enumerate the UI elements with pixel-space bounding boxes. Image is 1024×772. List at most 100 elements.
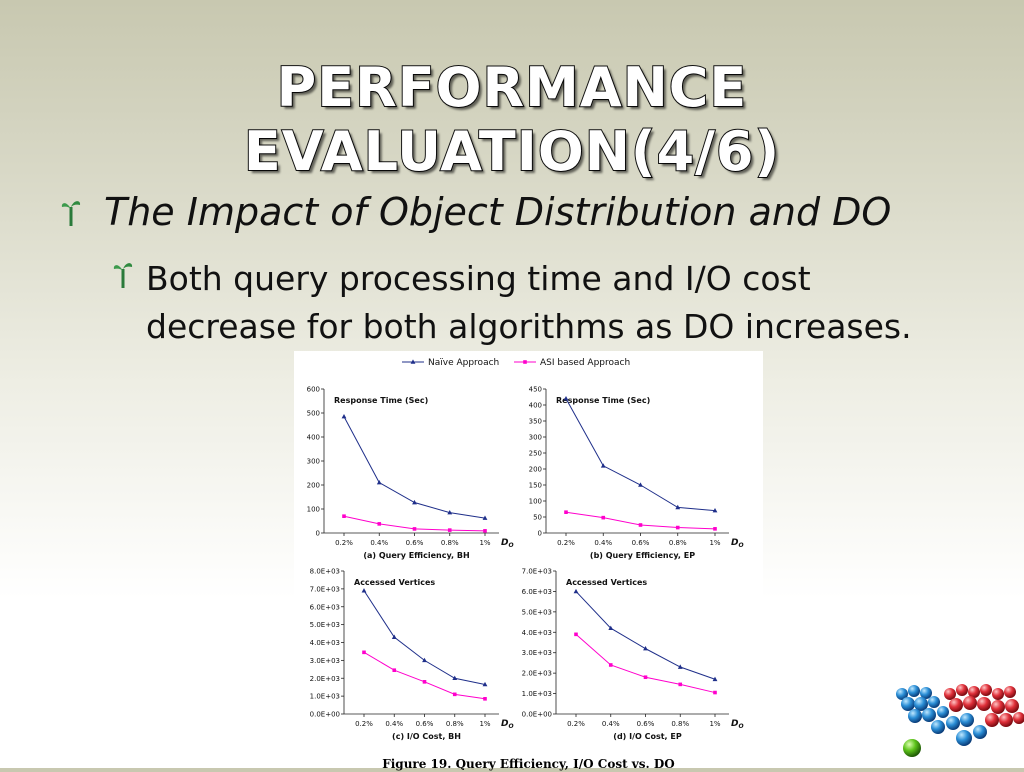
data-point [452, 692, 457, 697]
data-point [422, 657, 427, 663]
data-point [601, 515, 606, 520]
title-line-1: PERFORMANCE [276, 55, 748, 120]
sphere-cluster [896, 684, 1024, 757]
chart-subtitle: (c) I/O Cost, BH [392, 732, 461, 741]
y-tick-label: 1.0E+03 [522, 690, 552, 698]
data-point [482, 515, 488, 520]
data-point [675, 504, 681, 510]
bullet-level-2: Both query processing time and I/O cost … [146, 255, 1024, 351]
y-tick-label: 300 [529, 434, 542, 442]
data-point [447, 528, 452, 532]
y-tick-label: 2.0E+03 [522, 670, 552, 678]
y-tick-label: 450 [529, 386, 542, 394]
x-tick-label: 0.8% [669, 539, 687, 547]
data-point [608, 625, 614, 630]
y-tick-label: 4.0E+03 [522, 629, 552, 637]
x-tick-label: 0.2% [355, 720, 373, 728]
data-point [483, 697, 487, 701]
chart-title: Response Time (Sec) [556, 396, 650, 405]
legend-label: Naïve Approach [428, 358, 499, 368]
data-point [712, 676, 718, 682]
y-tick-label: 300 [307, 458, 320, 466]
y-tick-label: 7.0E+03 [310, 585, 340, 593]
data-point [452, 675, 458, 681]
y-tick-label: 6.0E+03 [522, 588, 552, 596]
y-tick-label: 0 [316, 530, 320, 538]
y-tick-label: 200 [307, 482, 320, 490]
chart-panel-2: 0 50 100 150 200 250 300 350 400 450 0.2% 0.4% 0.6% 0… [529, 386, 744, 561]
x-tick-label: 0.8% [441, 539, 459, 547]
y-tick-label: 600 [307, 386, 320, 394]
data-point [564, 510, 568, 514]
data-point [643, 675, 648, 680]
chart-panel-3: 0.0E+00 1.0E+03 2.0E+03 3.0E+03 4.0E+03 5.0E+… [310, 568, 514, 742]
x-tick-label: 0.6% [632, 539, 650, 547]
legend-marker [410, 359, 416, 364]
legend-marker [523, 360, 527, 364]
y-tick-label: 8.0E+03 [310, 568, 340, 576]
data-point [422, 680, 427, 684]
y-tick-label: 0 [538, 530, 542, 538]
x-tick-label: 1% [709, 539, 720, 547]
y-tick-label: 1.0E+03 [310, 693, 340, 701]
x-tick-label: 1% [709, 720, 720, 728]
slide-title: PERFORMANCE EVALUATION(4/6) [0, 55, 1024, 184]
data-point [377, 522, 382, 526]
legend-label: ASI based Approach [540, 358, 630, 368]
y-tick-label: 400 [529, 402, 542, 410]
x-axis-label: DO [731, 719, 744, 730]
bullet-level-2-line-2: decrease for both algorithms as DO incre… [146, 307, 912, 346]
data-point [677, 664, 683, 669]
data-point [713, 690, 717, 695]
data-point [643, 646, 648, 651]
data-point [483, 529, 487, 533]
decorative-spheres-image [896, 684, 1024, 757]
data-point [447, 510, 453, 515]
x-tick-label: 0.4% [385, 720, 403, 728]
chart-subtitle: (a) Query Efficiency, BH [363, 551, 469, 560]
series-line [575, 633, 716, 694]
y-tick-label: 3.0E+03 [522, 649, 552, 657]
y-tick-label: 3.0E+03 [310, 657, 340, 665]
data-point [482, 681, 488, 687]
bullet-level-2-line-1: Both query processing time and I/O cost [146, 259, 811, 298]
sprout-subbullet-icon [113, 263, 133, 288]
x-tick-label: 0.2% [567, 720, 585, 728]
y-tick-label: 400 [307, 434, 320, 442]
data-point [574, 632, 578, 637]
data-point [342, 514, 346, 518]
data-point [713, 527, 717, 531]
x-axis-label: DO [731, 538, 744, 549]
series-line [363, 590, 486, 685]
y-tick-label: 5.0E+03 [522, 608, 552, 616]
data-point [341, 414, 347, 419]
chart-title: Response Time (Sec) [334, 396, 428, 405]
figure-panel: Naïve Approach ASI based Approach 0 100 200 3… [294, 351, 763, 768]
sprout-bullet-icon [61, 201, 81, 226]
x-tick-label: 0.8% [671, 720, 689, 728]
bullet-level-1: The Impact of Object Distribution and DO [104, 190, 892, 234]
figure-svg: Naïve Approach ASI based Approach 0 100 200 3… [307, 358, 744, 742]
y-tick-label: 250 [529, 450, 542, 458]
data-point [563, 396, 569, 401]
y-tick-label: 150 [529, 482, 542, 490]
data-point [391, 634, 397, 639]
x-tick-label: 0.6% [416, 720, 434, 728]
y-tick-label: 50 [533, 514, 542, 522]
y-tick-label: 5.0E+03 [310, 621, 340, 629]
figure-caption: Figure 19. Query Efficiency, I/O Cost vs… [382, 757, 675, 771]
data-point [573, 588, 579, 594]
data-point [608, 663, 613, 667]
x-axis-label: DO [501, 538, 514, 549]
data-point [712, 508, 718, 513]
x-tick-label: 0.2% [335, 539, 353, 547]
chart-subtitle: (d) I/O Cost, EP [613, 732, 682, 741]
series-line [575, 591, 716, 680]
data-point [361, 588, 367, 593]
chart-panel-1: 0 100 200 300 400 500 600 0.2% 0.4% 0.6% 0.8% 1% DO R… [307, 386, 514, 561]
y-tick-label: 200 [529, 466, 542, 474]
x-tick-label: 0.4% [594, 539, 612, 547]
chart-title: Accessed Vertices [354, 578, 435, 587]
data-point [675, 525, 680, 530]
x-tick-label: 0.6% [406, 539, 424, 547]
